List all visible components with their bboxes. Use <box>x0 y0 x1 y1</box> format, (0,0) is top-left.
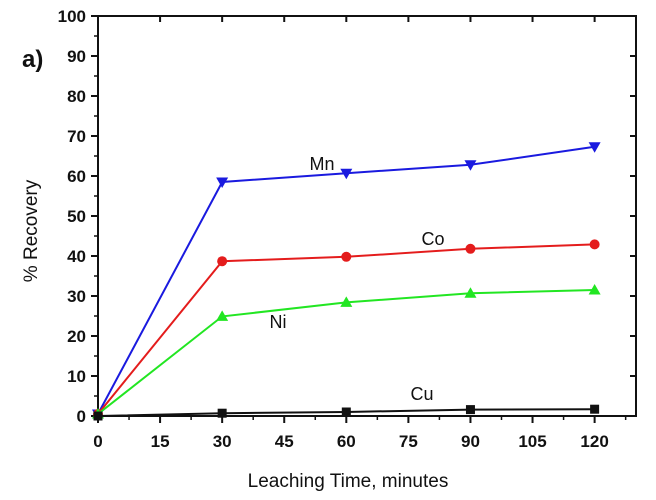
x-tick-label: 75 <box>399 432 418 451</box>
y-tick-label: 80 <box>67 87 86 106</box>
data-point-cu <box>341 407 351 417</box>
x-tick-label: 15 <box>151 432 170 451</box>
x-tick-label: 0 <box>93 432 102 451</box>
data-point-cu <box>590 404 600 414</box>
y-tick-label: 40 <box>67 247 86 266</box>
data-point-mn <box>464 160 477 171</box>
data-point-co <box>341 251 352 262</box>
data-point-co <box>217 256 228 267</box>
data-point-ni <box>588 284 601 295</box>
series-line-ni <box>97 289 595 415</box>
x-axis-title: Leaching Time, minutes <box>248 471 449 492</box>
series-label-cu: Cu <box>410 384 433 404</box>
data-point-co <box>589 239 600 250</box>
series-line-mn <box>97 145 595 415</box>
series-line-co <box>97 243 595 415</box>
series-label-ni: Ni <box>270 312 287 332</box>
data-point-mn <box>588 142 601 153</box>
data-point-cu <box>93 411 103 421</box>
x-tick-label: 45 <box>275 432 294 451</box>
y-tick-label: 60 <box>67 167 86 186</box>
y-tick-label: 30 <box>67 287 86 306</box>
series-label-mn: Mn <box>309 154 334 174</box>
x-tick-label: 105 <box>518 432 546 451</box>
x-tick-label: 60 <box>337 432 356 451</box>
y-tick-label: 10 <box>67 367 86 386</box>
plot-area: 0 10 20 30 40 50 60 70 80 90 100 0 15 30 45 60 75 90 105 12… <box>58 7 637 451</box>
x-tick-label: 30 <box>213 432 232 451</box>
data-point-cu <box>217 408 227 418</box>
x-tick-label: 90 <box>461 432 480 451</box>
x-tick-label: 120 <box>580 432 608 451</box>
data-point-mn <box>340 168 353 180</box>
y-axis-title: % Recovery <box>21 179 42 282</box>
data-point-ni <box>340 296 353 307</box>
y-tick-label: 100 <box>58 7 86 26</box>
y-tick-label: 90 <box>67 47 86 66</box>
y-tick-label: 50 <box>67 207 86 226</box>
data-point-ni <box>464 287 477 298</box>
y-tick-label: 0 <box>77 407 86 426</box>
data-point-mn <box>216 177 229 188</box>
data-point-ni <box>216 310 229 321</box>
data-point-co <box>465 243 476 254</box>
panel-label: a) <box>22 46 43 73</box>
plot-frame <box>97 15 637 417</box>
data-point-cu <box>465 405 475 415</box>
y-tick-label: 70 <box>67 127 86 146</box>
y-tick-label: 20 <box>67 327 86 346</box>
series-label-co: Co <box>421 229 444 249</box>
